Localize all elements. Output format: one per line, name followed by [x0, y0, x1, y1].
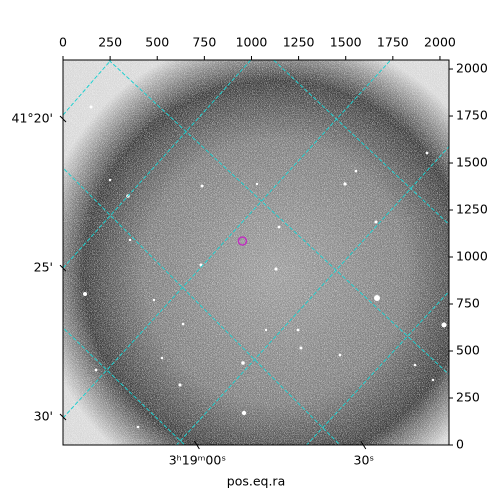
- coordinate-grid: [63, 60, 449, 445]
- frame: [62, 59, 450, 446]
- dec-tick: [59, 413, 67, 421]
- dec-tick-label: 25': [34, 260, 53, 275]
- stars: [83, 105, 447, 429]
- target-marker: [237, 236, 248, 246]
- y-tick-label: 2000: [456, 61, 488, 76]
- ra-tick-label: 30ˢ: [354, 453, 375, 468]
- y-tick-label: 750: [456, 296, 480, 311]
- y-tick-label: 1000: [456, 249, 488, 264]
- y-tick-label: 1250: [456, 202, 488, 217]
- x-tick-label: 0: [59, 35, 67, 50]
- y-tick-label: 250: [456, 390, 480, 405]
- dec-tick-label: 41°20': [12, 111, 54, 126]
- x-tick-label: 1250: [283, 35, 315, 50]
- ra-tick-label: 3ʰ19ᵐ00ˢ: [169, 453, 226, 468]
- ra-tick: [360, 440, 367, 450]
- x-tick-label: 750: [192, 35, 216, 50]
- x-tick-label: 1500: [330, 35, 362, 50]
- dec-tick: [59, 264, 67, 272]
- x-tick-label: 2000: [424, 35, 456, 50]
- x-tick-label: 1750: [377, 35, 409, 50]
- x-axis-label: pos.eq.ra: [227, 474, 285, 489]
- x-tick-label: 500: [145, 35, 169, 50]
- sky-image: [63, 60, 449, 445]
- dec-tick: [59, 115, 67, 123]
- ra-tick: [193, 440, 200, 450]
- y-tick-label: 1750: [456, 108, 488, 123]
- x-tick-label: 250: [98, 35, 122, 50]
- x-tick-label: 1000: [236, 35, 268, 50]
- dec-tick-label: 30': [34, 408, 53, 423]
- y-tick-label: 0: [456, 437, 464, 452]
- y-tick-label: 500: [456, 343, 480, 358]
- y-tick-label: 1500: [456, 155, 488, 170]
